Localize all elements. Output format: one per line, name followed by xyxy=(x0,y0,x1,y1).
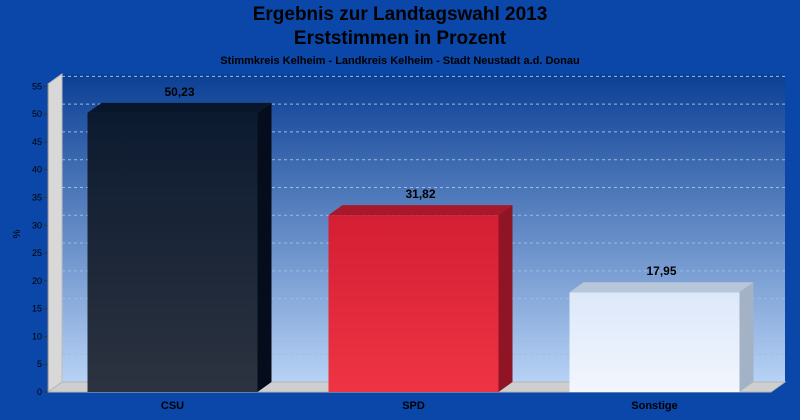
y-tick-label: 10 xyxy=(32,331,42,341)
y-tick-label: 15 xyxy=(32,304,42,314)
x-tick-label: CSU xyxy=(161,400,184,412)
bar xyxy=(569,292,740,392)
data-label: 17,95 xyxy=(646,264,676,278)
bar-top xyxy=(328,205,513,216)
chart-title: Ergebnis zur Landtagswahl 2013 xyxy=(252,4,548,25)
x-tick-label: SPD xyxy=(402,400,425,412)
bar-side xyxy=(739,282,754,392)
bar-side xyxy=(498,205,513,392)
y-tick-label: 45 xyxy=(32,137,42,147)
data-label: 50,23 xyxy=(164,85,194,99)
x-tick-label: Sonstige xyxy=(631,400,677,412)
y-tick-label: 40 xyxy=(32,165,42,175)
y-tick-label: 50 xyxy=(32,109,42,119)
y-axis-label: % xyxy=(12,229,23,238)
y-tick-label: 20 xyxy=(32,276,42,286)
bar xyxy=(87,112,258,392)
y-tick-label: 25 xyxy=(32,248,42,258)
bar-side xyxy=(257,102,272,392)
y-tick-label: 0 xyxy=(37,387,42,397)
bar xyxy=(328,215,499,392)
y-tick-label: 35 xyxy=(32,192,42,202)
bar-top xyxy=(569,282,754,293)
y-tick-label: 5 xyxy=(37,359,42,369)
side-wall xyxy=(47,73,63,393)
y-tick-label: 55 xyxy=(32,81,42,91)
y-tick-label: 30 xyxy=(32,220,42,230)
bar-top xyxy=(87,102,272,113)
chart-subtitle: Erststimmen in Prozent xyxy=(293,28,507,49)
data-label: 31,82 xyxy=(405,187,435,201)
chart-subsubtitle: Stimmkreis Kelheim - Landkreis Kelheim -… xyxy=(220,55,580,67)
